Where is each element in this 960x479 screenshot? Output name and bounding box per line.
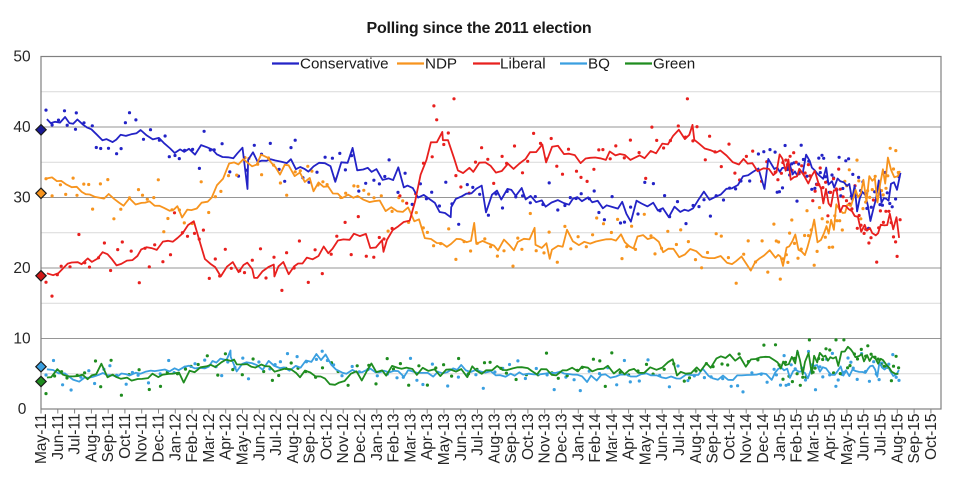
svg-text:Mar-13: Mar-13 xyxy=(402,414,419,463)
svg-text:Aug-14: Aug-14 xyxy=(688,413,705,463)
svg-text:Oct-11: Oct-11 xyxy=(117,414,134,459)
svg-text:Dec-12: Dec-12 xyxy=(352,414,369,464)
svg-text:Jun-14: Jun-14 xyxy=(654,413,671,461)
svg-text:Nov-12: Nov-12 xyxy=(335,414,352,464)
svg-text:Polling since the 2011 electio: Polling since the 2011 election xyxy=(367,20,592,37)
svg-text:Jun-12: Jun-12 xyxy=(251,414,268,461)
svg-text:BQ: BQ xyxy=(588,56,610,73)
svg-text:Jul-15: Jul-15 xyxy=(873,414,890,456)
svg-text:40: 40 xyxy=(13,119,31,136)
svg-text:Jul-11: Jul-11 xyxy=(67,414,84,455)
svg-text:May-12: May-12 xyxy=(235,414,252,466)
svg-text:Sep-15: Sep-15 xyxy=(906,414,923,464)
svg-text:Oct-12: Oct-12 xyxy=(318,414,335,461)
svg-text:Jul-12: Jul-12 xyxy=(268,414,285,456)
svg-text:Jan-13: Jan-13 xyxy=(369,414,386,461)
svg-text:Apr-15: Apr-15 xyxy=(822,414,839,461)
svg-text:Sep-14: Sep-14 xyxy=(705,413,722,463)
svg-text:Jul-14: Jul-14 xyxy=(671,413,688,456)
svg-text:30: 30 xyxy=(13,190,31,207)
svg-text:May-11: May-11 xyxy=(33,414,50,465)
svg-text:10: 10 xyxy=(13,331,31,348)
svg-text:Feb-12: Feb-12 xyxy=(184,414,201,463)
svg-text:Mar-15: Mar-15 xyxy=(805,414,822,463)
svg-text:Jun-11: Jun-11 xyxy=(50,414,67,460)
svg-text:Jun-13: Jun-13 xyxy=(453,414,470,461)
svg-text:Feb-15: Feb-15 xyxy=(789,414,806,463)
svg-text:Green: Green xyxy=(653,56,695,73)
svg-text:Jan-14: Jan-14 xyxy=(570,413,587,461)
svg-text:Sep-11: Sep-11 xyxy=(100,414,117,463)
svg-text:20: 20 xyxy=(13,260,31,277)
svg-text:Liberal: Liberal xyxy=(500,56,546,73)
svg-text:Feb-13: Feb-13 xyxy=(386,414,403,463)
svg-text:Dec-11: Dec-11 xyxy=(151,414,168,463)
svg-text:Sep-13: Sep-13 xyxy=(503,414,520,464)
svg-text:Jul-13: Jul-13 xyxy=(470,414,487,456)
svg-text:Oct-15: Oct-15 xyxy=(923,414,940,461)
svg-text:Sep-12: Sep-12 xyxy=(302,414,319,464)
svg-text:Aug-15: Aug-15 xyxy=(889,414,906,464)
svg-text:Dec-14: Dec-14 xyxy=(755,413,772,463)
svg-text:50: 50 xyxy=(13,49,31,66)
svg-text:Jan-12: Jan-12 xyxy=(167,414,184,461)
svg-text:Jun-15: Jun-15 xyxy=(856,414,873,461)
svg-text:May-13: May-13 xyxy=(436,414,453,466)
svg-text:Nov-13: Nov-13 xyxy=(537,414,554,464)
svg-text:Aug-11: Aug-11 xyxy=(83,414,100,463)
svg-text:Dec-13: Dec-13 xyxy=(554,414,571,464)
svg-text:May-14: May-14 xyxy=(637,413,654,465)
svg-text:Nov-14: Nov-14 xyxy=(738,413,755,463)
svg-text:Oct-13: Oct-13 xyxy=(520,414,537,461)
svg-text:Aug-13: Aug-13 xyxy=(486,414,503,464)
svg-text:Apr-13: Apr-13 xyxy=(419,414,436,461)
svg-text:Mar-14: Mar-14 xyxy=(604,413,621,462)
svg-text:0: 0 xyxy=(18,401,27,418)
svg-text:Apr-12: Apr-12 xyxy=(218,414,235,461)
svg-text:May-15: May-15 xyxy=(839,414,856,466)
svg-text:Aug-12: Aug-12 xyxy=(285,414,302,464)
svg-text:Jan-15: Jan-15 xyxy=(772,414,789,461)
svg-text:Mar-12: Mar-12 xyxy=(201,414,218,463)
svg-text:Apr-14: Apr-14 xyxy=(621,413,638,460)
svg-text:Nov-11: Nov-11 xyxy=(134,414,151,463)
svg-text:Conservative: Conservative xyxy=(300,56,389,73)
svg-text:Feb-14: Feb-14 xyxy=(587,413,604,462)
svg-text:NDP: NDP xyxy=(425,56,457,73)
svg-text:Oct-14: Oct-14 xyxy=(721,413,738,460)
